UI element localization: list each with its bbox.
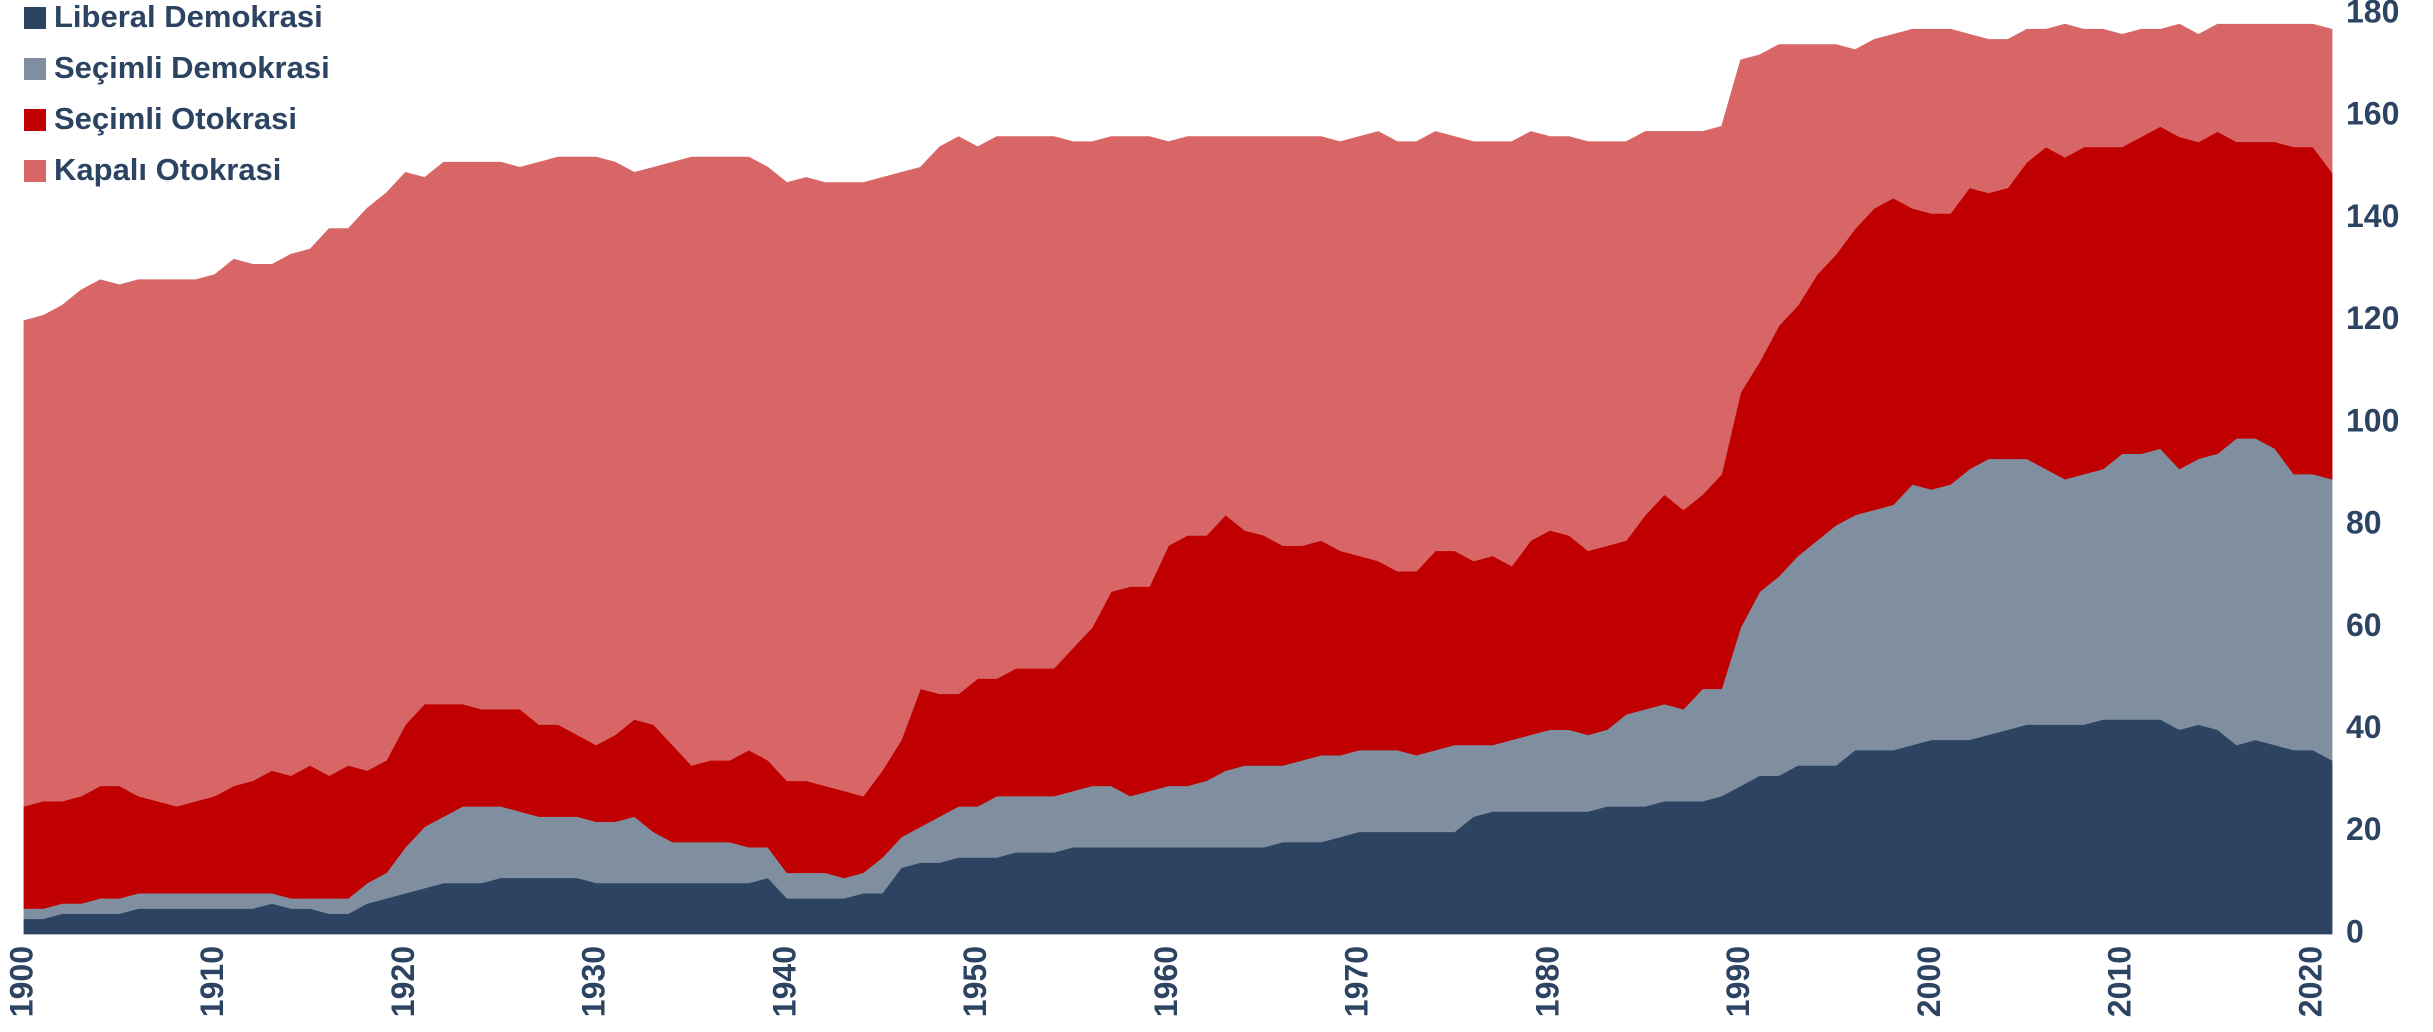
x-tick-label: 1950 — [957, 946, 993, 1017]
x-tick-label: 2020 — [2292, 946, 2328, 1017]
x-tick-label: 1920 — [385, 946, 421, 1017]
legend-swatch — [24, 160, 46, 182]
y-tick-label: 60 — [2346, 607, 2382, 643]
y-tick-label: 160 — [2346, 96, 2399, 132]
legend-label: Kapalı Otokrasi — [54, 152, 281, 187]
y-tick-label: 80 — [2346, 505, 2382, 541]
y-tick-label: 180 — [2346, 0, 2399, 29]
y-tick-label: 40 — [2346, 709, 2382, 745]
legend-swatch — [24, 7, 46, 29]
x-tick-label: 2010 — [2102, 946, 2138, 1017]
legend-swatch — [24, 58, 46, 80]
y-tick-label: 20 — [2346, 811, 2382, 847]
legend-label: Seçimli Otokrasi — [54, 101, 297, 136]
x-tick-label: 1970 — [1339, 946, 1375, 1017]
x-tick-label: 2000 — [1911, 946, 1947, 1017]
x-tick-label: 1900 — [3, 946, 39, 1017]
x-tick-label: 1940 — [766, 946, 802, 1017]
x-tick-label: 1930 — [576, 946, 612, 1017]
legend: Liberal Demokrasi Seçimli Demokrasi Seçiml… — [24, 0, 330, 187]
area — [23, 23, 2333, 807]
x-tick-label: 1910 — [194, 946, 230, 1017]
legend-label: Liberal Demokrasi — [54, 0, 323, 34]
y-tick-label: 120 — [2346, 300, 2399, 336]
y-tick-label: 0 — [2346, 913, 2364, 949]
legend-swatch — [24, 109, 46, 131]
legend-label: Seçimli Demokrasi — [54, 50, 330, 85]
y-tick-label: 100 — [2346, 402, 2399, 438]
x-tick-label: 1980 — [1529, 946, 1565, 1017]
y-tick-label: 140 — [2346, 198, 2399, 234]
x-tick-label: 1960 — [1148, 946, 1184, 1017]
x-tick-label: 1990 — [1720, 946, 1756, 1017]
